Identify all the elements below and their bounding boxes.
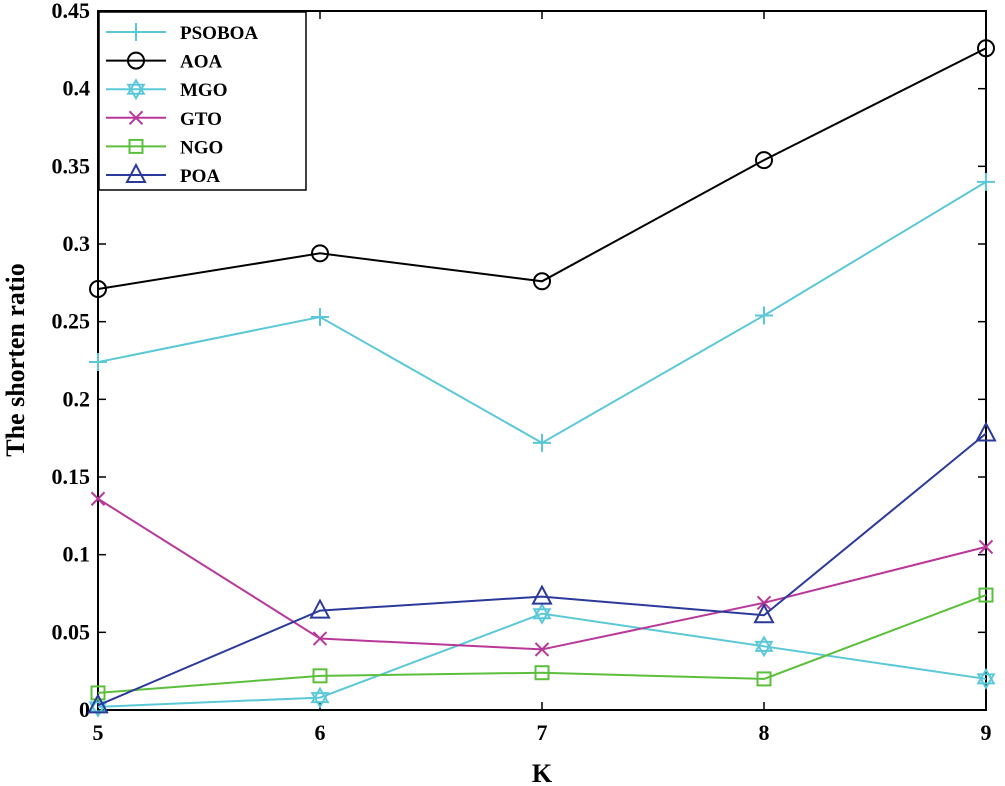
data-point-marker bbox=[753, 603, 775, 624]
data-point-marker-b bbox=[532, 608, 552, 625]
legend-label: MGO bbox=[180, 80, 228, 101]
legend-marker bbox=[128, 110, 144, 126]
data-point-marker bbox=[89, 280, 107, 299]
legend-entry: AOA bbox=[106, 51, 223, 73]
legend-entry: POA bbox=[106, 162, 220, 187]
y-tick-label: 0.3 bbox=[63, 231, 91, 256]
data-point-marker-b bbox=[976, 673, 996, 690]
legend-box bbox=[98, 11, 307, 191]
series-line bbox=[97, 594, 987, 694]
series-line bbox=[97, 432, 987, 707]
legend-marker-b bbox=[126, 83, 146, 101]
data-point-marker bbox=[975, 421, 997, 442]
data-point-marker-b bbox=[88, 701, 108, 718]
y-tick-label: 0 bbox=[79, 697, 90, 722]
data-point-marker bbox=[533, 433, 551, 452]
data-point-marker bbox=[311, 244, 329, 263]
data-point-marker bbox=[534, 642, 550, 657]
series-poa bbox=[87, 421, 997, 714]
data-point-marker-b bbox=[754, 640, 774, 658]
data-point-marker bbox=[977, 172, 995, 191]
data-point-marker bbox=[977, 39, 995, 58]
legend-marker bbox=[128, 138, 144, 154]
data-point-marker bbox=[978, 539, 994, 555]
legend-marker bbox=[127, 51, 145, 70]
y-axis-label: The shorten ratio bbox=[1, 263, 30, 457]
series-layer bbox=[87, 39, 997, 718]
legend-entry: MGO bbox=[106, 78, 228, 101]
data-point-marker bbox=[309, 598, 331, 619]
data-point-marker bbox=[90, 685, 106, 701]
legend-label: POA bbox=[180, 166, 220, 187]
data-point-marker bbox=[755, 306, 773, 325]
legend-label: PSOBOA bbox=[180, 23, 258, 44]
data-point-marker bbox=[756, 671, 772, 687]
y-tick-label: 0.4 bbox=[63, 76, 91, 101]
legend-label: NGO bbox=[180, 137, 223, 158]
series-line bbox=[97, 47, 987, 291]
data-point-marker bbox=[976, 667, 996, 685]
legend-entry: PSOBOA bbox=[106, 23, 258, 44]
series-aoa bbox=[89, 39, 995, 299]
series-line bbox=[97, 612, 987, 708]
legend-label: GTO bbox=[180, 109, 222, 130]
x-tick-label: 5 bbox=[93, 720, 104, 745]
legend-marker bbox=[125, 162, 147, 183]
data-point-marker bbox=[312, 631, 328, 646]
legend-label: AOA bbox=[180, 52, 223, 73]
data-point-marker bbox=[533, 272, 551, 291]
y-tick-label: 0.05 bbox=[52, 619, 91, 644]
data-point-marker bbox=[756, 595, 772, 611]
data-point-marker bbox=[754, 635, 774, 652]
x-tick-label: 9 bbox=[981, 720, 992, 745]
legend-entry: NGO bbox=[106, 137, 223, 158]
series-ngo bbox=[90, 587, 994, 701]
data-point-marker bbox=[87, 693, 109, 714]
data-point-marker bbox=[534, 665, 550, 681]
data-point-marker bbox=[312, 668, 328, 684]
series-psoboa bbox=[89, 172, 995, 452]
data-point-marker bbox=[978, 587, 994, 603]
legend: PSOBOA AOA MGO GTO NGO POA bbox=[98, 11, 307, 191]
y-tick-label: 0.2 bbox=[63, 386, 91, 411]
data-point-marker-b bbox=[310, 692, 330, 709]
data-point-marker bbox=[311, 308, 329, 327]
y-tick-label: 0.45 bbox=[52, 0, 91, 23]
legend-entry: GTO bbox=[106, 109, 222, 130]
y-tick-label: 0.35 bbox=[52, 153, 91, 178]
legend-marker bbox=[126, 78, 146, 95]
y-tick-label: 0.25 bbox=[52, 309, 91, 334]
x-tick-label: 8 bbox=[759, 720, 770, 745]
x-tick-label: 6 bbox=[315, 720, 326, 745]
y-tick-label: 0.15 bbox=[52, 464, 91, 489]
data-point-marker bbox=[755, 151, 773, 170]
series-mgo bbox=[88, 602, 996, 718]
data-point-marker bbox=[531, 584, 553, 605]
legend-marker bbox=[127, 23, 145, 41]
data-point-marker bbox=[89, 353, 107, 372]
data-point-marker bbox=[310, 686, 330, 704]
data-point-marker bbox=[532, 602, 552, 620]
x-axis-label: K bbox=[532, 759, 553, 786]
x-tick-label: 7 bbox=[537, 720, 548, 745]
series-gto bbox=[90, 491, 994, 657]
tick-labels: 5 6 7 8 9 0 0.05 0.1 0.15 0.2 0.25 0.3 0.35 0.4 0.45 bbox=[52, 0, 992, 745]
data-point-marker bbox=[90, 491, 106, 506]
y-tick-label: 0.1 bbox=[63, 542, 91, 567]
